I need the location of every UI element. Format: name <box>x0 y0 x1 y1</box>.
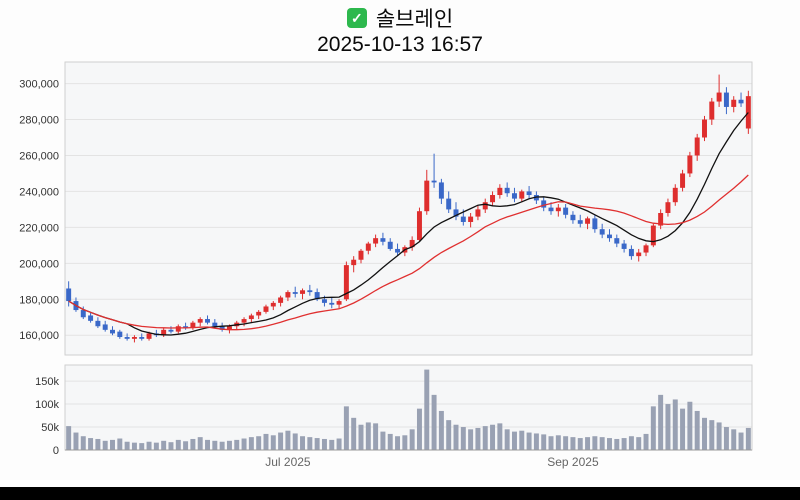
svg-text:Jul 2025: Jul 2025 <box>265 455 311 469</box>
title-line: 솔브레인 <box>0 4 800 32</box>
svg-text:50k: 50k <box>41 422 59 434</box>
svg-text:Sep 2025: Sep 2025 <box>547 455 599 469</box>
stock-name: 솔브레인 <box>375 8 454 31</box>
svg-text:160,000: 160,000 <box>19 330 59 342</box>
svg-text:220,000: 220,000 <box>19 222 59 234</box>
chart-datetime: 2025-10-13 16:57 <box>317 33 483 56</box>
svg-text:280,000: 280,000 <box>19 115 59 127</box>
checkbox-checked-icon <box>346 8 367 28</box>
bottom-black-bar <box>0 487 800 500</box>
svg-text:300,000: 300,000 <box>19 79 59 91</box>
svg-text:0: 0 <box>53 445 59 457</box>
svg-text:100k: 100k <box>35 399 59 411</box>
chart-header: 솔브레인 2025-10-13 16:57 <box>0 4 800 57</box>
svg-text:200,000: 200,000 <box>19 258 59 270</box>
svg-text:180,000: 180,000 <box>19 294 59 306</box>
candlestick-volume-chart: 160,000 180,000 200,000 220,000 240,000 260,0… <box>19 61 753 469</box>
svg-text:150k: 150k <box>35 376 59 388</box>
svg-text:260,000: 260,000 <box>19 150 59 162</box>
svg-text:240,000: 240,000 <box>19 186 59 198</box>
